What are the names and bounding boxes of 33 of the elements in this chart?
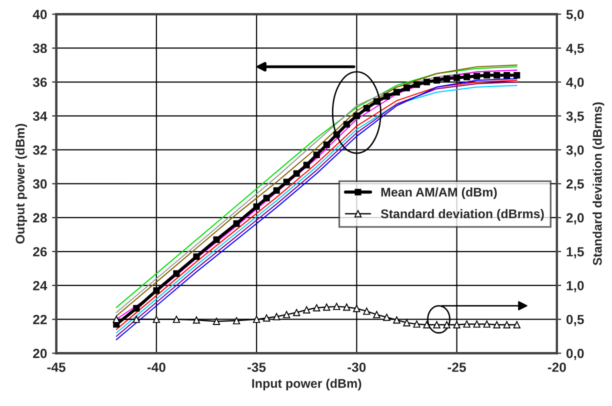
y-axis-title: Output power (dBm)	[15, 124, 28, 244]
y-tick-label: 32	[32, 145, 47, 155]
y2-tick-label: 4,0	[566, 78, 584, 89]
x-tick-label: -20	[548, 362, 566, 372]
legend-label: Standard deviation (dBrms)	[380, 209, 544, 221]
x-tick-label: -35	[248, 362, 266, 372]
y-tick-label: 22	[33, 314, 47, 324]
y2-tick-label: 0,5	[566, 314, 584, 326]
y-tick-label: 30	[32, 179, 47, 189]
y-tick-label: 40	[32, 10, 47, 20]
y-tick-label: 26	[33, 247, 47, 256]
y2-axis-title: Standard deviation (dBrms)	[592, 102, 604, 266]
y2-tick-label: 1,0	[566, 280, 584, 292]
x-tick-label: -45	[47, 362, 66, 372]
y-tick-label: 20	[33, 348, 47, 358]
y2-tick-label: 2,5	[566, 179, 584, 191]
x-axis-title: Input power (dBm)	[252, 378, 362, 390]
y-tick-label: 24	[33, 280, 48, 290]
y2-tick-label: 2,0	[566, 213, 584, 224]
y-tick-label: 28	[33, 213, 47, 223]
y-tick-label: 34	[32, 111, 48, 121]
y2-tick-label: 0,0	[566, 348, 584, 360]
x-tick-label: -40	[147, 362, 166, 372]
y-tick-label: 38	[32, 44, 47, 54]
y2-tick-label: 4,5	[566, 44, 584, 55]
y2-tick-label: 3,5	[566, 111, 584, 123]
y-tick-label: 36	[32, 78, 47, 87]
y2-tick-label: 3,0	[566, 145, 584, 157]
y2-tick-label: 5,0	[566, 10, 584, 22]
legend-label: Mean AM/AM (dBm)	[381, 187, 497, 200]
y2-tick-label: 1,5	[566, 247, 584, 258]
x-tick-label: -25	[448, 362, 466, 372]
x-tick-label: -30	[348, 362, 366, 372]
